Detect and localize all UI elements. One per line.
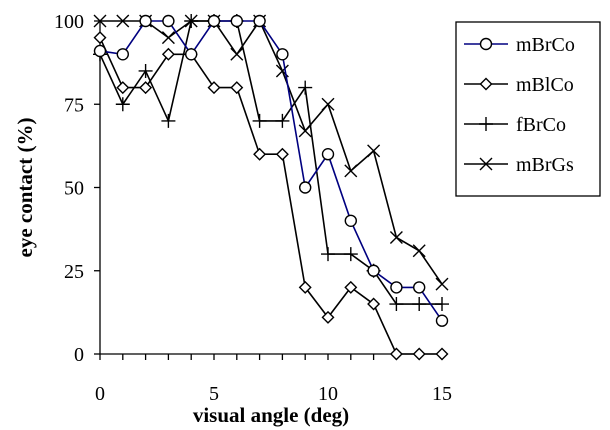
data-point bbox=[138, 63, 153, 78]
data-point bbox=[412, 297, 427, 312]
legend-label: mBrCo bbox=[516, 34, 575, 56]
data-point bbox=[230, 14, 244, 28]
data-point bbox=[93, 14, 107, 28]
tick-labels: 0 25 50 75 100 0 5 10 15 bbox=[54, 11, 452, 405]
data-point bbox=[116, 81, 130, 95]
data-point bbox=[344, 280, 358, 294]
data-point bbox=[435, 314, 449, 327]
legend-item: fBrCo bbox=[464, 114, 566, 136]
data-point bbox=[253, 147, 267, 161]
x-tick-label: 15 bbox=[432, 383, 452, 405]
data-point bbox=[139, 81, 153, 95]
data-point bbox=[321, 97, 335, 111]
data-point bbox=[207, 81, 221, 95]
data-point bbox=[93, 31, 107, 45]
series-mblco bbox=[93, 31, 449, 361]
data-point bbox=[275, 113, 290, 128]
data-point bbox=[389, 297, 404, 312]
data-point bbox=[207, 14, 221, 28]
legend-label: mBlCo bbox=[516, 74, 574, 96]
y-tick-label: 100 bbox=[54, 11, 84, 33]
y-tick-label: 0 bbox=[74, 344, 84, 366]
x-tick-label: 5 bbox=[209, 383, 219, 405]
x-tick-label: 10 bbox=[318, 383, 338, 405]
legend-item: mBlCo bbox=[464, 74, 574, 96]
data-point bbox=[276, 48, 289, 61]
series-line bbox=[99, 20, 442, 305]
y-tick-label: 75 bbox=[64, 94, 84, 116]
data-point bbox=[321, 310, 335, 324]
series-layer bbox=[93, 14, 449, 361]
data-point bbox=[367, 264, 380, 277]
data-point bbox=[367, 297, 381, 311]
data-point bbox=[253, 14, 266, 28]
data-point bbox=[412, 244, 426, 258]
data-point bbox=[412, 347, 426, 361]
data-point bbox=[161, 31, 175, 45]
legend-label: fBrCo bbox=[516, 114, 566, 136]
data-point bbox=[116, 14, 130, 28]
data-point bbox=[161, 113, 176, 128]
legend: mBrCo mBlCo fBrCo mBrGs bbox=[455, 21, 601, 197]
legend-marker bbox=[479, 157, 493, 171]
legend-marker bbox=[479, 37, 493, 51]
legend-item: mBrGs bbox=[464, 154, 574, 176]
data-point bbox=[343, 247, 358, 262]
data-point bbox=[413, 281, 426, 294]
data-point bbox=[115, 97, 130, 112]
series-line bbox=[99, 37, 442, 355]
data-point bbox=[389, 347, 403, 361]
data-point bbox=[344, 214, 357, 228]
y-tick-label: 25 bbox=[64, 261, 84, 283]
data-point bbox=[252, 113, 267, 128]
data-point bbox=[162, 14, 175, 28]
data-point bbox=[93, 44, 107, 58]
data-point bbox=[299, 181, 312, 194]
data-point bbox=[184, 48, 198, 61]
legend-marker bbox=[479, 117, 493, 131]
series-mbrco bbox=[93, 14, 449, 327]
data-point bbox=[161, 47, 175, 61]
data-point bbox=[139, 14, 152, 28]
data-point bbox=[389, 230, 403, 244]
y-axis-title: eye contact (%) bbox=[13, 118, 37, 258]
series-line bbox=[99, 20, 443, 322]
data-point bbox=[298, 124, 312, 138]
data-point bbox=[116, 48, 130, 61]
data-point bbox=[367, 144, 381, 158]
data-point bbox=[298, 280, 312, 294]
data-point bbox=[344, 164, 358, 178]
x-tick-label: 0 bbox=[95, 383, 105, 405]
data-point bbox=[298, 80, 313, 95]
data-point bbox=[435, 277, 449, 291]
data-point bbox=[275, 147, 289, 161]
data-point bbox=[321, 147, 335, 161]
y-tick-label: 50 bbox=[64, 178, 84, 200]
series-fbrco bbox=[93, 14, 449, 312]
x-axis-title: visual angle (deg) bbox=[193, 403, 349, 427]
data-point bbox=[390, 281, 403, 294]
data-point bbox=[230, 81, 244, 95]
series-mbrgs bbox=[93, 14, 449, 291]
legend-item: mBrCo bbox=[464, 34, 575, 56]
legend-box bbox=[455, 21, 601, 197]
data-point bbox=[435, 347, 449, 361]
data-point bbox=[321, 247, 335, 262]
series-line bbox=[100, 19, 443, 285]
data-point bbox=[184, 14, 199, 28]
data-point bbox=[435, 297, 449, 312]
legend-marker bbox=[479, 77, 493, 91]
data-point bbox=[230, 47, 244, 61]
legend-label: mBrGs bbox=[516, 154, 574, 176]
